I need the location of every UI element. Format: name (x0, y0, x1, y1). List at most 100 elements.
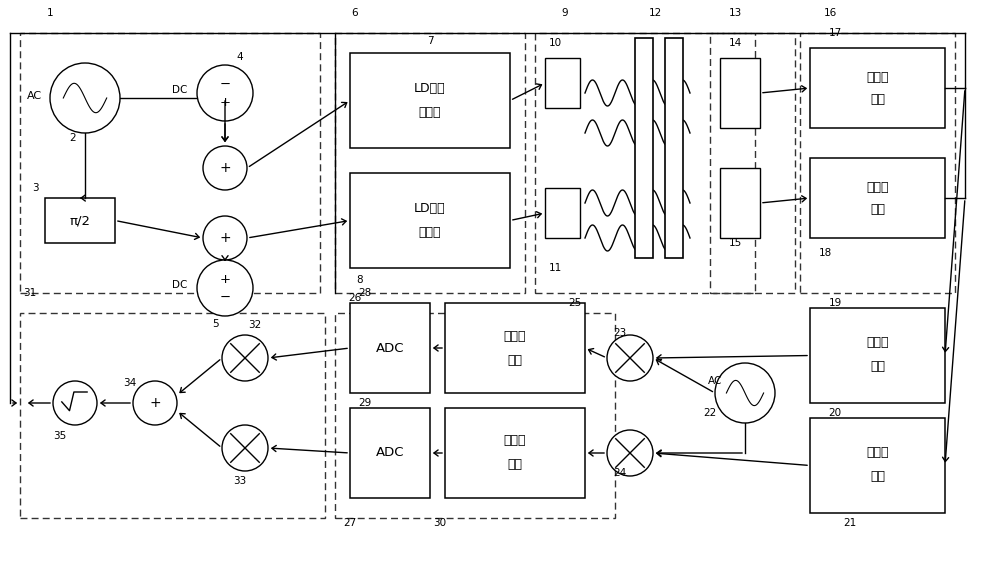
Text: 35: 35 (53, 431, 67, 441)
Bar (335, 33, 525, 293)
Bar (810, 418, 945, 513)
Bar (535, 33, 755, 293)
Text: DC: DC (172, 280, 187, 290)
Bar (445, 408, 585, 498)
Circle shape (197, 65, 253, 121)
Bar (710, 33, 795, 293)
Text: 带通滤: 带通滤 (866, 336, 889, 349)
Bar (800, 33, 955, 293)
Circle shape (203, 216, 247, 260)
Bar (545, 188, 580, 238)
Bar (545, 58, 580, 108)
Text: ADC: ADC (376, 341, 404, 354)
Circle shape (222, 335, 268, 381)
Text: 10: 10 (548, 38, 562, 48)
Text: 4: 4 (237, 52, 243, 62)
Bar (20, 313, 325, 518)
Bar (810, 48, 945, 128)
Text: 7: 7 (427, 36, 433, 46)
Text: 33: 33 (233, 476, 247, 486)
Circle shape (203, 146, 247, 190)
Bar (335, 313, 615, 518)
Bar (635, 38, 653, 258)
Text: 23: 23 (613, 328, 627, 338)
Text: LD电流: LD电流 (414, 202, 446, 215)
Text: −: − (219, 290, 231, 303)
Text: 25: 25 (568, 298, 582, 308)
Text: 27: 27 (343, 518, 357, 528)
Text: 波器: 波器 (508, 458, 522, 471)
Bar (350, 303, 430, 393)
Text: 31: 31 (23, 288, 37, 298)
Bar (350, 173, 510, 268)
Bar (350, 408, 430, 498)
Text: 1: 1 (47, 8, 53, 18)
Bar (20, 33, 320, 293)
Text: 8: 8 (357, 275, 363, 285)
Text: 低通滤: 低通滤 (504, 435, 526, 448)
Text: 14: 14 (728, 38, 742, 48)
Text: 9: 9 (562, 8, 568, 18)
Bar (720, 58, 760, 128)
Bar (810, 308, 945, 403)
Circle shape (222, 425, 268, 471)
Text: 5: 5 (212, 319, 218, 329)
Bar (45, 198, 115, 243)
Text: 16: 16 (823, 8, 837, 18)
Text: 13: 13 (728, 8, 742, 18)
Text: 12: 12 (648, 8, 662, 18)
Bar (720, 168, 760, 238)
Text: 24: 24 (613, 468, 627, 478)
Text: 波器: 波器 (870, 360, 885, 373)
Text: 26: 26 (348, 293, 362, 303)
Text: 带通滤: 带通滤 (866, 446, 889, 459)
Text: 22: 22 (703, 408, 717, 418)
Bar (350, 53, 510, 148)
Text: 21: 21 (843, 518, 857, 528)
Text: 低通滤: 低通滤 (504, 329, 526, 343)
Text: 大器: 大器 (870, 203, 885, 215)
Text: +: + (219, 161, 231, 175)
Text: 15: 15 (728, 238, 742, 248)
Bar (445, 303, 585, 393)
Circle shape (607, 430, 653, 476)
Text: 控制器: 控制器 (419, 226, 441, 239)
Text: 28: 28 (358, 288, 372, 298)
Text: 跨阻放: 跨阻放 (866, 70, 889, 83)
Text: AC: AC (27, 91, 42, 101)
Text: 3: 3 (32, 183, 38, 193)
Text: 6: 6 (352, 8, 358, 18)
Bar (810, 158, 945, 238)
Text: 大器: 大器 (870, 93, 885, 106)
Text: +: + (219, 231, 231, 245)
Text: 2: 2 (70, 133, 76, 143)
Circle shape (53, 381, 97, 425)
Text: 18: 18 (818, 248, 832, 258)
Text: 11: 11 (548, 263, 562, 273)
Text: 30: 30 (433, 518, 447, 528)
Text: LD电流: LD电流 (414, 82, 446, 95)
Text: 19: 19 (828, 298, 842, 308)
Circle shape (50, 63, 120, 133)
Text: ADC: ADC (376, 446, 404, 460)
Circle shape (133, 381, 177, 425)
Text: 跨阻放: 跨阻放 (866, 181, 889, 194)
Text: +: + (220, 273, 231, 286)
Text: +: + (149, 396, 161, 410)
Text: 波器: 波器 (870, 470, 885, 483)
Text: −: − (219, 77, 231, 90)
Text: 波器: 波器 (508, 353, 522, 366)
Text: 控制器: 控制器 (419, 106, 441, 119)
Circle shape (197, 260, 253, 316)
Text: 32: 32 (248, 320, 262, 330)
Text: AC: AC (708, 376, 722, 386)
Circle shape (607, 335, 653, 381)
Text: 34: 34 (123, 378, 137, 388)
Text: 29: 29 (358, 398, 372, 408)
Text: π/2: π/2 (70, 214, 91, 227)
Circle shape (715, 363, 775, 423)
Text: 17: 17 (828, 28, 842, 38)
Bar (665, 38, 683, 258)
Text: 20: 20 (828, 408, 842, 418)
Text: DC: DC (172, 85, 187, 95)
